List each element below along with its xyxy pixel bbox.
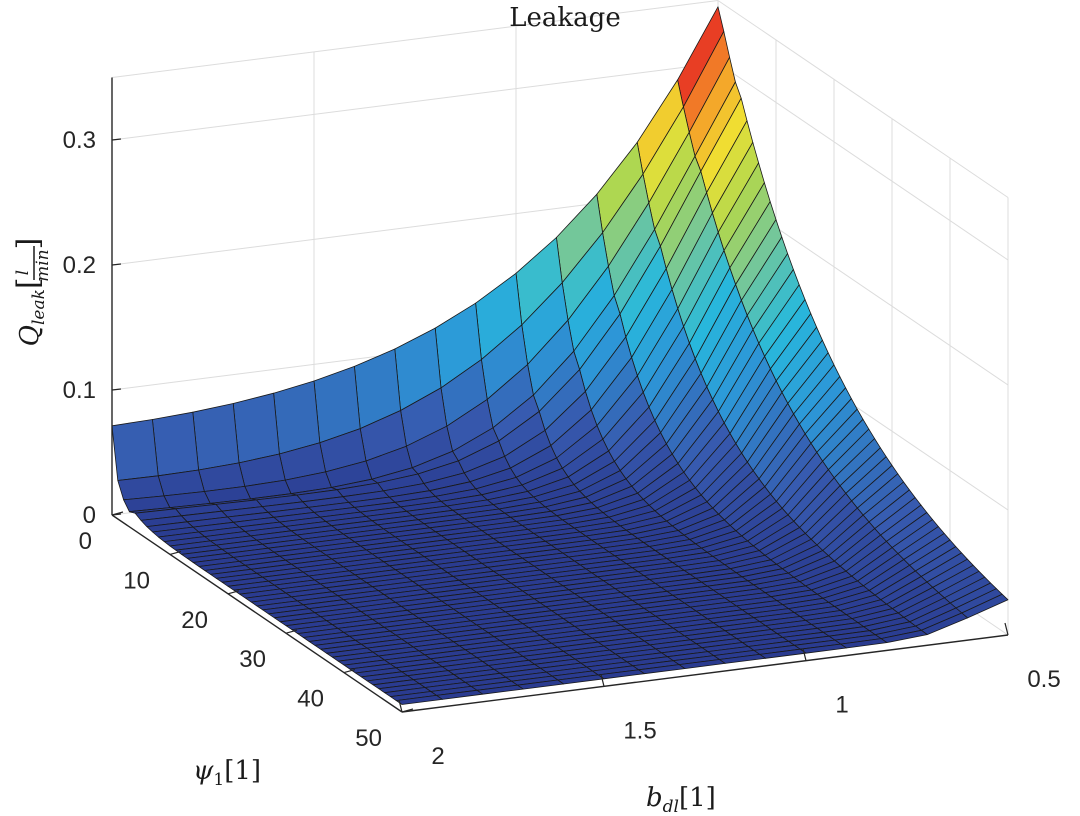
y-tick-label: 0 [79, 528, 92, 555]
z-axis-label-symbol: Q [15, 325, 45, 346]
y-axis-label-subscript: 1 [213, 770, 224, 790]
surface-patch [192, 403, 240, 471]
y-tick-label: 20 [181, 607, 208, 634]
x-tick-label: 1 [835, 692, 848, 719]
z-tick-label: 0.2 [63, 252, 96, 279]
y-axis-line [111, 514, 403, 713]
z-tick-mark [111, 138, 122, 141]
y-axis-label: ψ1[1] [193, 756, 261, 790]
y-tick-mark [169, 550, 182, 555]
x-tick-label: 0.5 [1027, 666, 1060, 693]
tick-labels: 0 0.1 0.2 0.3 0 10 20 30 40 50 0.5 1 1.5 2 [63, 127, 1061, 770]
x-axis-label-subscript: dl [663, 797, 679, 816]
y-tick-label: 30 [239, 646, 266, 673]
z-axis-label-subscript: leak [29, 289, 49, 325]
surface-patch [273, 380, 321, 455]
x-axis-label-symbol: b [646, 783, 663, 813]
y-tick-mark [343, 669, 356, 674]
z-axis-label-unit-numerator: l [13, 270, 33, 275]
x-tick-mark [1004, 622, 1009, 636]
x-tick-mark [600, 674, 605, 687]
x-tick-mark [802, 648, 807, 661]
x-tick-label: 1.5 [623, 717, 656, 744]
surface-patch [232, 392, 280, 464]
y-tick-label: 10 [123, 567, 150, 594]
z-tick-label: 0.1 [63, 377, 96, 404]
y-tick-mark [285, 629, 298, 634]
grid-line-right-z [717, 62, 1009, 261]
surface-mesh [111, 6, 1009, 705]
z-tick-mark [111, 263, 122, 266]
axes-lines [111, 77, 1009, 713]
z-tick-label: 0 [83, 502, 96, 529]
grid-line-back-z [111, 62, 719, 141]
surface-patch [395, 695, 443, 705]
y-tick-mark [401, 708, 414, 713]
y-tick-label: 50 [355, 725, 382, 752]
z-axis-label-close-bracket: ] [11, 238, 46, 250]
y-axis-label-symbol: ψ [193, 756, 214, 786]
x-axis-line [401, 634, 1009, 713]
z-axis-label: Qleak[ lmin] [11, 238, 53, 347]
z-axis-label-open-bracket: [ [11, 277, 46, 289]
y-axis-label-unit: [1] [224, 756, 261, 786]
y-tick-mark [111, 511, 124, 516]
x-axis-label-unit: [1] [679, 783, 716, 813]
x-tick-mark [398, 699, 403, 713]
z-axis-label-unit-denominator: min [33, 249, 53, 282]
y-tick-mark [227, 590, 240, 595]
z-tick-mark [111, 388, 122, 391]
grid-line-right-z [717, 0, 1009, 198]
x-axis-label: bdl[1] [646, 783, 716, 816]
grid-line-back-z [111, 0, 719, 78]
surface-patch [111, 419, 159, 481]
x-tick-label: 2 [431, 743, 444, 770]
z-axis-label-text: Qleak[ lmin] [11, 238, 53, 347]
z-tick-label: 0.3 [63, 127, 96, 154]
y-tick-label: 40 [297, 686, 324, 713]
surface-patch [151, 411, 200, 477]
chart-title: Leakage [509, 3, 620, 33]
